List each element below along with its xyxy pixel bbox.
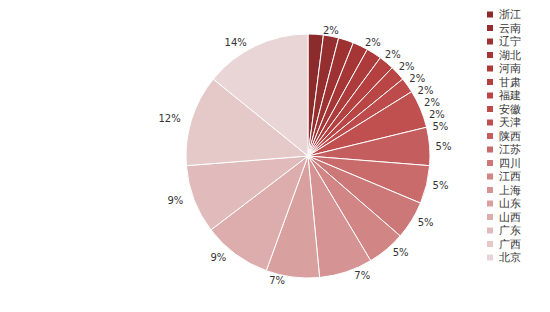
svg-text:2%: 2% bbox=[418, 85, 434, 96]
svg-text:江西: 江西 bbox=[499, 170, 521, 183]
svg-text:湖北: 湖北 bbox=[499, 49, 521, 62]
svg-text:5%: 5% bbox=[418, 217, 434, 228]
svg-text:甘肃: 甘肃 bbox=[499, 76, 521, 89]
svg-text:安徽: 安徽 bbox=[499, 103, 521, 116]
svg-text:云南: 云南 bbox=[499, 22, 521, 35]
svg-text:5%: 5% bbox=[432, 121, 448, 132]
svg-text:广东: 广东 bbox=[499, 224, 521, 237]
svg-text:山东: 山东 bbox=[499, 197, 521, 210]
svg-text:2%: 2% bbox=[365, 37, 381, 48]
svg-text:2%: 2% bbox=[323, 25, 339, 36]
svg-text:辽宁: 辽宁 bbox=[499, 35, 521, 48]
svg-text:广西: 广西 bbox=[499, 238, 521, 251]
svg-text:山西: 山西 bbox=[499, 211, 521, 224]
svg-text:河南: 河南 bbox=[499, 62, 521, 75]
svg-text:天津: 天津 bbox=[499, 116, 521, 129]
svg-text:2%: 2% bbox=[429, 109, 445, 120]
svg-text:7%: 7% bbox=[269, 275, 285, 286]
svg-text:14%: 14% bbox=[225, 37, 247, 48]
svg-text:2%: 2% bbox=[385, 49, 401, 60]
svg-text:北京: 北京 bbox=[499, 251, 521, 264]
svg-text:5%: 5% bbox=[433, 180, 449, 191]
svg-text:江苏: 江苏 bbox=[499, 143, 521, 156]
svg-text:浙江: 浙江 bbox=[499, 8, 521, 21]
svg-text:陕西: 陕西 bbox=[499, 130, 521, 143]
svg-text:2%: 2% bbox=[399, 61, 415, 72]
svg-text:9%: 9% bbox=[210, 252, 226, 263]
svg-text:2%: 2% bbox=[424, 97, 440, 108]
svg-text:5%: 5% bbox=[393, 247, 409, 258]
svg-text:2%: 2% bbox=[409, 73, 425, 84]
svg-text:上海: 上海 bbox=[499, 184, 521, 197]
svg-text:四川: 四川 bbox=[499, 157, 521, 170]
svg-text:福建: 福建 bbox=[499, 89, 521, 102]
svg-text:9%: 9% bbox=[167, 195, 183, 206]
svg-text:12%: 12% bbox=[158, 113, 180, 124]
svg-text:5%: 5% bbox=[436, 141, 452, 152]
svg-text:7%: 7% bbox=[354, 270, 370, 281]
